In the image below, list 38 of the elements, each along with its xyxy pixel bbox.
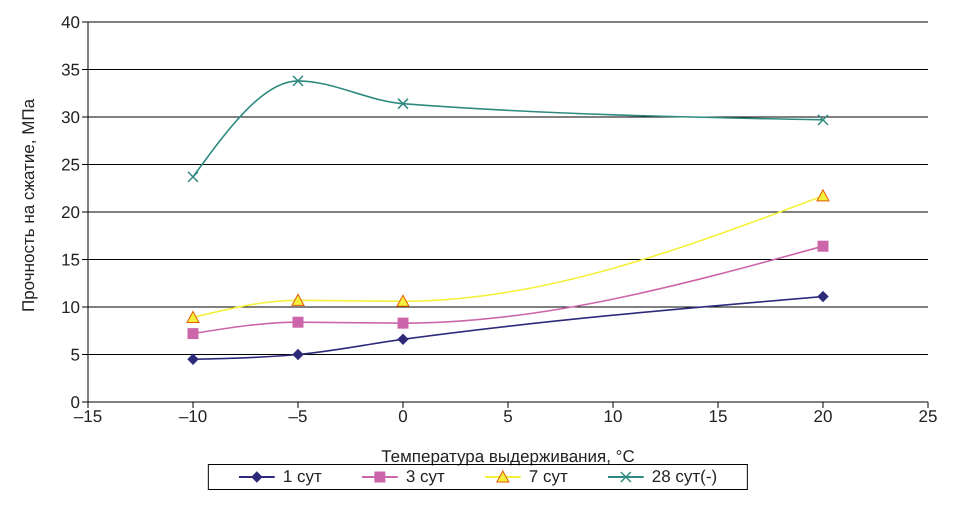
point xyxy=(186,310,200,323)
y-tick-label: 15 xyxy=(61,250,80,270)
point xyxy=(187,171,199,183)
legend-label: 3 сут xyxy=(404,467,445,487)
y-axis-title: Прочность на сжатие, МПа xyxy=(19,98,38,312)
x-tick-label: 10 xyxy=(604,407,622,426)
point xyxy=(397,98,409,110)
point xyxy=(292,75,304,87)
point xyxy=(818,291,828,302)
y-tick-label: 10 xyxy=(61,298,80,318)
point xyxy=(188,354,198,365)
x-tick-label: –5 xyxy=(288,407,308,426)
x-tick-label: 0 xyxy=(398,407,408,426)
point xyxy=(292,349,304,360)
y-tick-label: 5 xyxy=(70,346,80,365)
legend-label: 7 сут xyxy=(528,467,568,487)
x-tick-label: –10 xyxy=(178,407,208,426)
point xyxy=(188,328,198,340)
point xyxy=(816,189,830,202)
y-tick-label: 25 xyxy=(61,156,80,175)
legend-label: 1 сут xyxy=(282,467,322,487)
point xyxy=(396,294,410,307)
point xyxy=(817,114,829,126)
y-tick-label: 30 xyxy=(61,108,80,128)
point xyxy=(292,316,304,328)
y-tick-label: 35 xyxy=(61,60,80,80)
point xyxy=(398,318,408,329)
y-tick-label: 20 xyxy=(61,203,80,222)
point xyxy=(398,334,408,345)
point xyxy=(818,240,828,252)
legend-label: 28 сут(-) xyxy=(650,467,718,487)
x-axis-title: Температура выдерживания, °C xyxy=(381,447,635,466)
point xyxy=(292,294,304,306)
x-tick-label: 20 xyxy=(814,407,832,426)
x-tick-label: 25 xyxy=(918,407,938,426)
y-tick-label: 40 xyxy=(61,13,80,32)
x-tick-label: 5 xyxy=(503,407,513,426)
x-tick-label: 15 xyxy=(708,407,728,426)
